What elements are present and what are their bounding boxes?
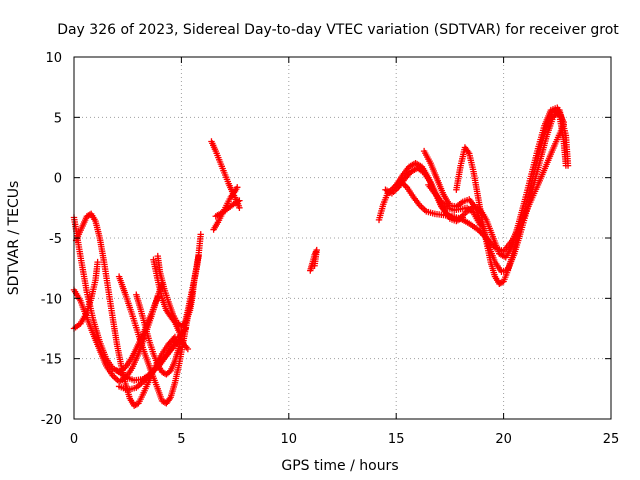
series-pass-s (453, 106, 570, 288)
tick-marks (73, 56, 612, 420)
data-point (197, 231, 204, 238)
x-tick-label: 20 (495, 432, 512, 447)
data-point (236, 204, 243, 212)
x-tick-label: 25 (603, 432, 620, 447)
y-tick-label: -10 (41, 292, 62, 307)
x-tick-labels: 0 5 10 15 20 25 (70, 432, 619, 447)
y-tick-label: -5 (49, 232, 62, 247)
x-axis-label: GPS time / hours (281, 458, 398, 474)
data-point (311, 262, 318, 269)
series-pass-j (115, 337, 183, 394)
series-pass-h (150, 256, 192, 353)
data-point (184, 345, 192, 353)
y-tick-label: -15 (41, 353, 62, 368)
x-tick-label: 5 (177, 432, 185, 447)
x-tick-label: 15 (388, 432, 405, 447)
series-pass-n (307, 246, 320, 274)
data-point (234, 184, 241, 191)
series-pass-g (154, 231, 204, 330)
data-point (181, 320, 188, 327)
data-point (234, 198, 242, 205)
data-point (476, 221, 484, 228)
y-tick-label: 5 (54, 111, 62, 126)
series-pass-k (208, 138, 243, 212)
chart-title: Day 326 of 2023, Sidereal Day-to-day VTE… (57, 22, 619, 38)
y-tick-label: 10 (45, 51, 62, 66)
data-point (474, 226, 482, 233)
data-point (182, 325, 189, 332)
series-pass-m (212, 197, 243, 220)
y-tick-label: 0 (54, 172, 62, 187)
series-pass-t (425, 181, 484, 228)
y-tick-labels: -20 -15 -10 -5 0 5 10 (41, 51, 62, 428)
grid (74, 57, 611, 419)
y-axis-label: SDTVAR / TECUs (6, 181, 22, 296)
data-point (176, 337, 183, 344)
data-point (562, 162, 570, 169)
x-tick-label: 0 (70, 432, 78, 447)
data-point (236, 197, 243, 204)
series-pass-c (70, 258, 101, 332)
data-marks (70, 104, 572, 409)
y-tick-label: -20 (41, 413, 62, 428)
data-point (94, 258, 101, 266)
x-tick-label: 10 (281, 432, 298, 447)
